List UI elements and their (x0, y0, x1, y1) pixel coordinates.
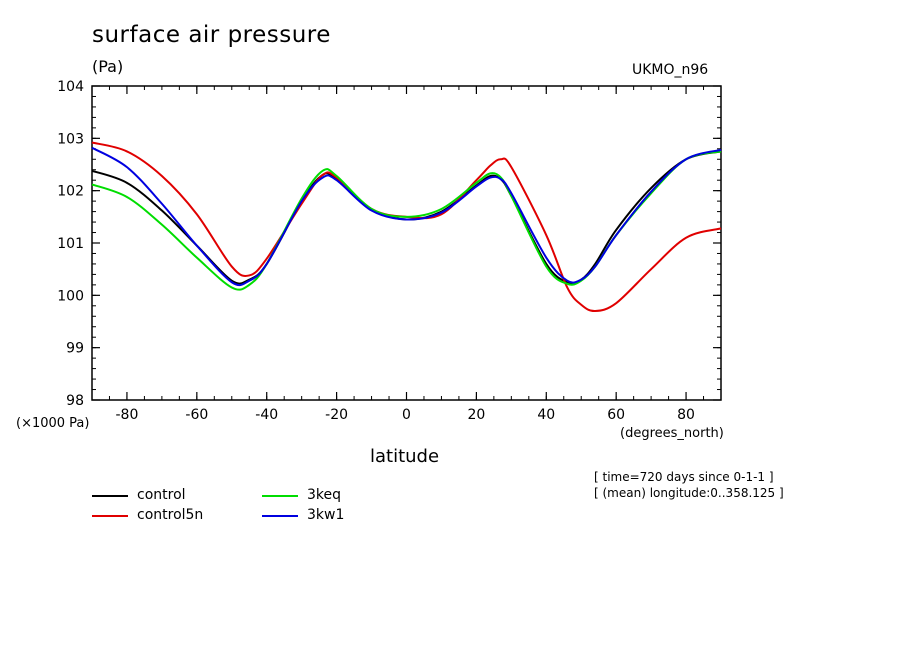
x-tick-label: 60 (607, 407, 625, 423)
series-line-control5n (91, 141, 722, 313)
legend-line-control (92, 495, 128, 497)
axes: -80 -60 -40 -20 0 20 40 60 80 98 99 100 101 102 103 104 (57, 79, 722, 423)
x-tick-label: -80 (116, 407, 139, 423)
legend-label-control: control (137, 487, 186, 503)
units-label: (Pa) (92, 57, 124, 76)
x-tick-label: -20 (325, 407, 348, 423)
x-tick-label: 0 (402, 407, 411, 423)
y-scale-label: (×1000 Pa) (16, 416, 90, 431)
x-tick-label: 80 (677, 407, 695, 423)
x-axis-label: latitude (370, 446, 440, 467)
legend-line-3kw1 (262, 515, 298, 517)
series-line-3kw1 (91, 146, 722, 287)
y-tick-label: 101 (57, 236, 84, 252)
x-tick-label: 40 (537, 407, 555, 423)
x-tick-label: -40 (255, 407, 278, 423)
legend-line-control5n (92, 515, 128, 517)
y-tick-label: 104 (57, 79, 84, 95)
plot-frame (91, 85, 722, 401)
x-units-label: (degrees_north) (620, 426, 724, 441)
y-tick-label: 102 (57, 184, 84, 200)
legend-label-3keq: 3keq (307, 487, 342, 503)
meta-longitude: [ (mean) longitude:0..358.125 ] (594, 486, 784, 500)
series-group (91, 141, 722, 313)
legend-line-3keq (262, 495, 298, 497)
legend-label-control5n: control5n (137, 507, 204, 523)
model-name: UKMO_n96 (632, 62, 709, 78)
y-tick-label: 98 (66, 393, 84, 409)
chart-title: surface air pressure (92, 22, 331, 48)
x-tick-label: -60 (185, 407, 208, 423)
y-tick-label: 99 (66, 341, 84, 357)
x-tick-label: 20 (467, 407, 485, 423)
meta-time: [ time=720 days since 0-1-1 ] (594, 470, 774, 484)
y-tick-label: 103 (57, 131, 84, 147)
y-tick-label: 100 (57, 288, 84, 304)
legend-label-3kw1: 3kw1 (307, 507, 345, 523)
